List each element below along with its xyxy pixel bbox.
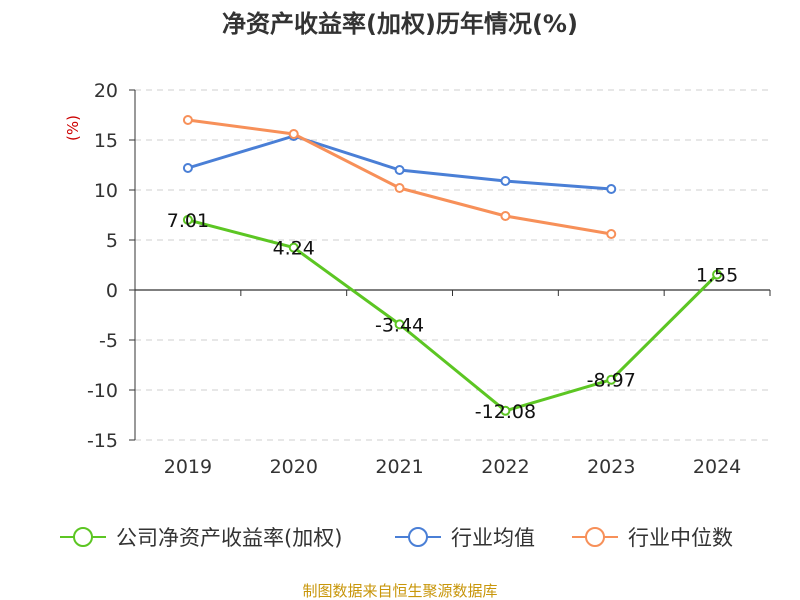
data-label: -3.44 xyxy=(375,314,424,336)
y-tick-label: 0 xyxy=(106,280,118,302)
legend-label: 行业中位数 xyxy=(628,526,733,550)
y-tick-label: 5 xyxy=(106,230,118,252)
data-point xyxy=(712,269,723,280)
chart-title: 净资产收益率(加权)历年情况(%) xyxy=(222,10,578,38)
axes: 20 15 10 5 0 -5 -10 -15 2019 2020 2021 2022 2023 2024 xyxy=(87,80,771,478)
data-point xyxy=(182,163,193,173)
legend-marker xyxy=(585,527,605,547)
data-point xyxy=(500,405,511,416)
source-note: 制图数据来自恒生聚源数据库 xyxy=(302,582,497,600)
legend-marker xyxy=(73,527,93,547)
data-point xyxy=(182,214,193,225)
y-tick-label: 10 xyxy=(94,180,118,202)
data-point xyxy=(394,319,405,330)
y-axis-unit-label: (%) xyxy=(64,115,82,141)
series-line-0 xyxy=(187,218,719,413)
data-point xyxy=(500,176,511,186)
x-tick-label: 2020 xyxy=(270,456,318,478)
legend-label: 行业均值 xyxy=(451,526,535,550)
series-line-1 xyxy=(187,134,612,191)
x-tick-label: 2024 xyxy=(693,456,741,478)
data-point xyxy=(606,374,617,385)
series-lines xyxy=(182,115,723,416)
legend-label: 公司净资产收益率(加权) xyxy=(116,526,342,550)
y-tick-label: -15 xyxy=(87,430,118,452)
legend: 公司净资产收益率(加权) 行业均值 行业中位数 xyxy=(60,526,733,550)
data-point xyxy=(182,115,193,125)
data-labels: 7.01 4.24 -3.44 -12.08 -8.97 1.55 xyxy=(167,210,738,423)
x-tick-label: 2022 xyxy=(481,456,529,478)
x-tick-label: 2019 xyxy=(164,456,212,478)
data-point xyxy=(500,211,511,221)
data-point xyxy=(394,183,405,193)
data-point xyxy=(288,129,299,139)
data-point xyxy=(394,165,405,175)
data-point xyxy=(288,242,299,253)
y-tick-label: -5 xyxy=(99,330,118,352)
y-tick-label: 20 xyxy=(94,80,118,102)
data-point xyxy=(606,184,617,194)
data-label: -8.97 xyxy=(587,370,636,392)
data-label: 7.01 xyxy=(167,210,209,232)
data-point xyxy=(606,229,617,239)
series-line-2 xyxy=(187,118,612,236)
grid-lines xyxy=(135,89,770,441)
y-tick-label: -10 xyxy=(87,380,118,402)
x-tick-label: 2023 xyxy=(587,456,635,478)
data-label: 4.24 xyxy=(273,238,315,260)
y-tick-label: 15 xyxy=(94,130,118,152)
legend-marker xyxy=(408,527,428,547)
data-label: 1.55 xyxy=(696,265,738,287)
data-label: -12.08 xyxy=(475,401,536,423)
x-tick-label: 2021 xyxy=(375,456,423,478)
